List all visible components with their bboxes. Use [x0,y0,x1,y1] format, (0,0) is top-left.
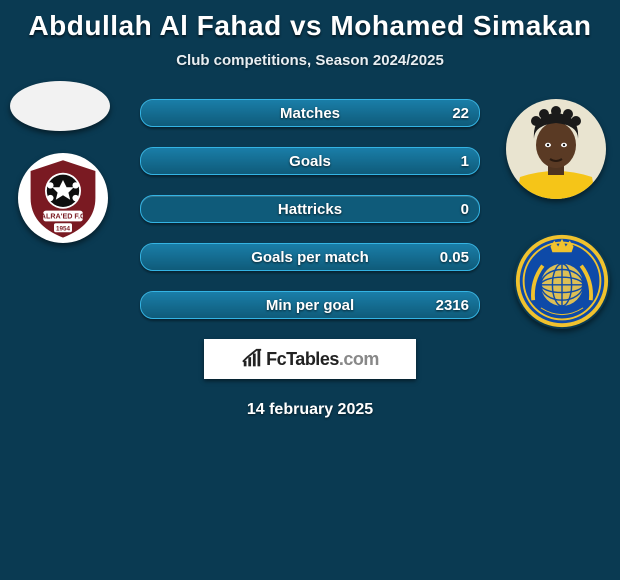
stat-bar: Min per goal2316 [140,291,480,319]
brand-text: FcTables.com [266,349,379,370]
chart-icon [241,348,263,370]
stat-bar-value: 2316 [436,292,469,318]
stat-bar-label: Goals per match [141,249,479,266]
stat-bars: Matches22 Goals1 Hattricks0 Goals per match… [140,99,480,319]
stat-bar-label: Goals [141,153,479,170]
page-title: Abdullah Al Fahad vs Mohamed Simakan [0,0,620,46]
brand-text-light: .com [339,349,379,369]
comparison-area: ALRA'ED F.C 1954 [0,99,620,319]
club-left-badge: ALRA'ED F.C 1954 [18,153,108,243]
club-right-badge [514,233,610,329]
stat-bar: Hattricks0 [140,195,480,223]
stat-bar-value: 0 [461,196,469,222]
svg-text:1954: 1954 [56,225,71,232]
stat-bar: Matches22 [140,99,480,127]
page-subtitle: Club competitions, Season 2024/2025 [0,52,620,69]
stat-bar: Goals per match0.05 [140,243,480,271]
stat-bar-value: 0.05 [440,244,469,270]
stat-bar-label: Hattricks [141,201,479,218]
stat-bar-value: 1 [461,148,469,174]
stat-bar-label: Min per goal [141,297,479,314]
brand-box: FcTables.com [204,339,416,379]
footer-date: 14 february 2025 [0,401,620,419]
stat-bar-value: 22 [452,100,469,126]
brand-text-dark: FcTables [266,349,339,369]
player-right-avatar [506,99,606,199]
stat-bar: Goals1 [140,147,480,175]
player-left-avatar [10,81,110,131]
svg-text:ALRA'ED F.C: ALRA'ED F.C [41,212,85,221]
stat-bar-label: Matches [141,105,479,122]
